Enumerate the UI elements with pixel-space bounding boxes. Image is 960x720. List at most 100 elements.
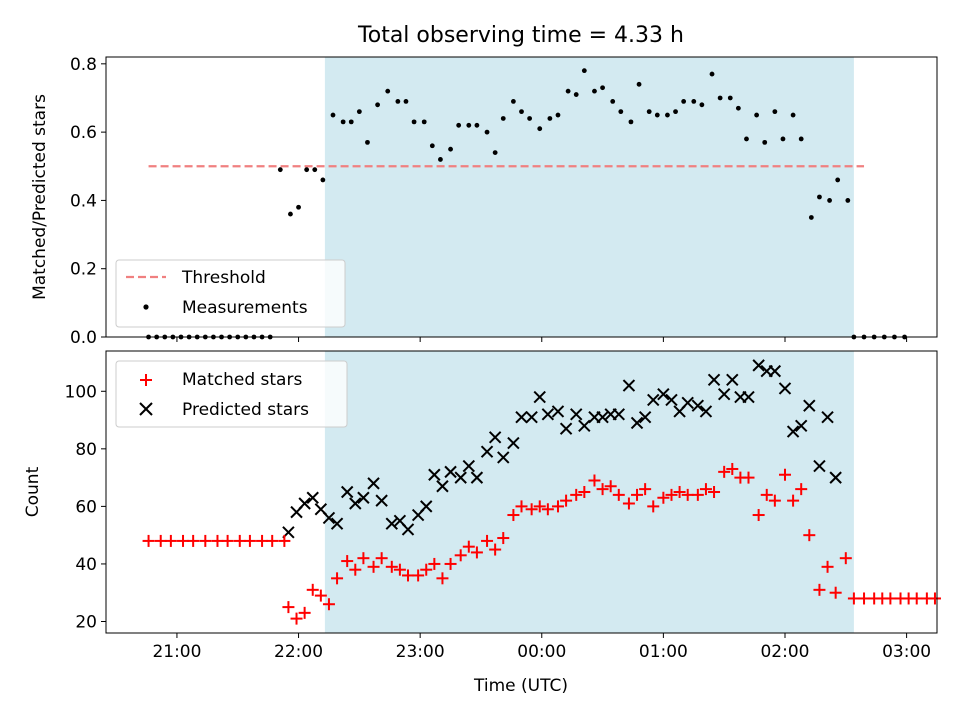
measurement-point [646, 109, 652, 115]
bottom-x-tick-label: 02:00 [760, 642, 809, 662]
predicted-star-point [578, 419, 591, 433]
matched-star-point [331, 572, 344, 585]
matched-star-point [489, 543, 502, 556]
measurement-point [375, 102, 380, 108]
predicted-star-point [525, 410, 538, 424]
legend-threshold-label: Threshold [181, 268, 266, 288]
measurement-point [754, 112, 760, 118]
bottom-x-tick-label: 03:00 [882, 642, 931, 662]
measurement-point [717, 95, 723, 101]
top-y-tick-label: 0.8 [70, 55, 97, 75]
predicted-star-point [375, 494, 388, 507]
top-y-tick-label: 0.4 [70, 191, 97, 211]
measurement-point [519, 109, 524, 115]
measurement-point [628, 119, 634, 125]
predicted-star-point [428, 468, 441, 481]
matched-star-point [778, 468, 791, 481]
matched-star-point [596, 483, 609, 496]
predicted-star-point [717, 387, 731, 401]
matched-star-point [752, 509, 765, 522]
predicted-star-point [322, 511, 336, 525]
matched-star-point [578, 486, 591, 498]
matched-star-point [541, 503, 554, 516]
matched-star-point [639, 483, 652, 496]
measurement-point [500, 116, 506, 121]
matched-star-point [928, 592, 941, 605]
matched-star-point [199, 534, 212, 547]
predicted-star-point [726, 373, 739, 386]
matched-star-point [910, 592, 923, 605]
matched-star-point [507, 509, 520, 522]
top-y-axis-label: Matched/Predicted stars [30, 94, 50, 300]
measurement-point [780, 136, 786, 142]
matched-star-point [154, 534, 167, 547]
matched-star-point [322, 598, 335, 611]
matched-star-point [481, 534, 494, 547]
matched-star-point [233, 534, 246, 547]
predicted-star-point [570, 408, 583, 421]
matched-star-point [420, 563, 433, 576]
measurement-point [835, 177, 841, 183]
top-chart-title: Total observing time = 4.33 h [357, 23, 684, 48]
measurement-point [296, 204, 301, 210]
measurement-point [510, 98, 516, 104]
matched-star-point [551, 500, 564, 513]
bottom-plot-frame [105, 350, 938, 634]
measurement-point [762, 139, 768, 145]
predicted-star-point [681, 396, 694, 410]
predicted-star-point [454, 471, 467, 484]
predicted-star-point [742, 390, 755, 404]
legend-measurements-swatch [143, 304, 149, 310]
measurement-point [288, 211, 293, 217]
matched-star-point [282, 601, 295, 614]
measurement-point [395, 98, 401, 104]
predicted-star-point [551, 405, 565, 418]
matched-star-point [497, 532, 510, 545]
measurement-point [790, 112, 796, 118]
measurement-point [456, 122, 462, 128]
matched-star-point [187, 534, 200, 547]
measurement-point [277, 167, 283, 173]
matched-star-point [803, 529, 816, 542]
matched-star-point [221, 534, 234, 547]
matched-star-point [718, 465, 731, 478]
matched-star-point [401, 569, 414, 582]
measurement-point [304, 167, 310, 173]
matched-star-point [673, 486, 686, 498]
predicted-star-point [699, 405, 713, 418]
legend-matched-label: Matched stars [182, 370, 302, 390]
measurement-point [592, 88, 597, 94]
top-shaded-span [324, 57, 854, 337]
measurement-point [817, 194, 822, 200]
measurement-point [537, 126, 543, 132]
matched-star-point [298, 606, 311, 619]
predicted-star-point [630, 416, 644, 430]
legend-measurements-label: Measurements [182, 298, 308, 318]
bottom-y-tick-label: 60 [75, 497, 97, 517]
predicted-star-point [340, 485, 354, 499]
measurement-point [827, 198, 832, 203]
bottom-panel: 20 40 60 80 100 21:00 22:00 23:00 00:00 01:00 02:… [23, 350, 941, 696]
matched-star-point [665, 488, 678, 501]
predicted-star-point [306, 491, 319, 504]
predicted-star-point [665, 393, 678, 407]
measurement-point [330, 112, 336, 118]
predicted-star-point [768, 364, 782, 378]
predicted-star-point [480, 445, 494, 458]
top-panel: 0.0 0.2 0.4 0.6 0.8 Total observing time = 4… [30, 23, 938, 348]
bottom-x-axis-label: Time (UTC) [473, 676, 568, 696]
bottom-y-tick-label: 40 [75, 555, 97, 575]
measurement-point [699, 102, 705, 108]
measurement-point [654, 112, 660, 118]
predicted-star-point [497, 451, 510, 464]
matched-star-point [256, 534, 269, 547]
matched-star-point [839, 552, 852, 565]
top-y-tick-label: 0.0 [70, 328, 97, 348]
measurement-point [845, 198, 851, 203]
matched-star-point [357, 552, 370, 565]
matched-star-point [681, 488, 694, 501]
bottom-y-axis-label: Count [23, 466, 43, 517]
measurement-point [421, 119, 427, 125]
bottom-y-tick-label: 80 [75, 440, 97, 460]
